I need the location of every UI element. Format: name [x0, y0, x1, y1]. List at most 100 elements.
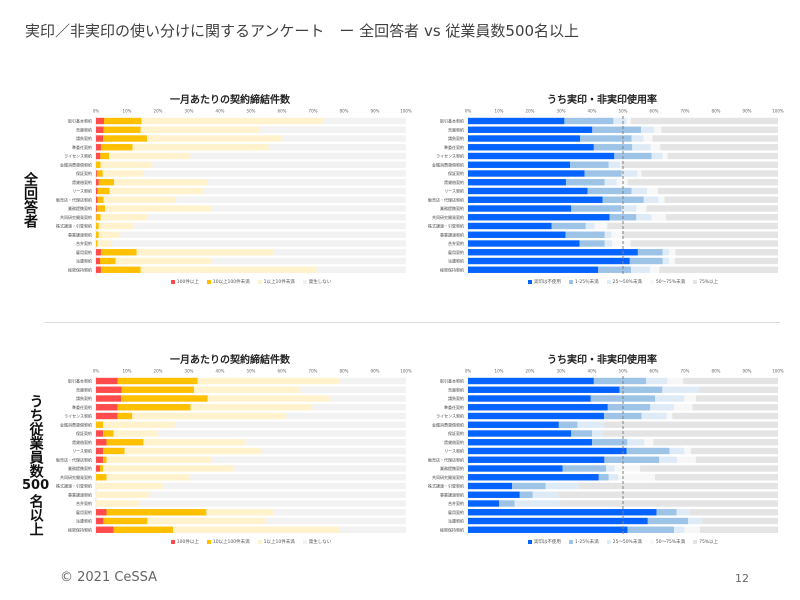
category-label: 共同研究開発契約 [432, 214, 464, 220]
bar-segment [100, 144, 133, 151]
bar-segment [662, 249, 670, 256]
bar-segment [689, 509, 778, 516]
category-label: 事業譲渡契約 [440, 491, 464, 497]
copyright: © 2021 CeSSA [60, 570, 158, 585]
bar-segment [115, 257, 212, 265]
bar-segment [621, 161, 778, 168]
x-tick-label: 0% [465, 369, 472, 374]
bar-segment [124, 447, 262, 455]
x-tick-label: 0% [93, 369, 100, 374]
x-tick-label: 70% [309, 369, 318, 374]
x-tick-label: 100% [400, 109, 412, 114]
bar-segment [96, 152, 101, 160]
bar-segment [96, 447, 104, 455]
bar-segment [593, 377, 647, 385]
category-label: 請負契約 [76, 135, 92, 141]
bar-segment [98, 231, 120, 238]
bar-segment [97, 240, 113, 247]
x-tick-label: 80% [340, 109, 349, 114]
bar-segment [97, 196, 104, 203]
bar-segment [139, 500, 406, 507]
bar-segment [675, 249, 778, 256]
bar-segment [695, 395, 778, 402]
bar-segment [98, 222, 134, 230]
category-label: 売買契約 [76, 126, 92, 132]
bar-segment [141, 117, 323, 125]
bar-segment [468, 509, 657, 516]
category-label: 販売店・代理店契約 [56, 456, 92, 462]
bar-segment [627, 179, 778, 186]
bar-segment [674, 526, 685, 533]
bar-segment [468, 439, 592, 446]
category-label: リース契約 [72, 188, 92, 194]
bar-segment [100, 266, 141, 273]
legend-label: 発生しない [308, 540, 332, 545]
bar-segment [611, 231, 623, 238]
side-label-all-respondents: 全回答者 [22, 172, 38, 228]
bar-segment [468, 482, 513, 490]
legend-label: 10以上100件未満 [212, 540, 250, 545]
bar-segment [330, 395, 406, 402]
bar-segment [96, 126, 104, 133]
category-label: 準委任契約 [444, 404, 464, 410]
x-tick-label: 70% [681, 369, 690, 374]
category-label: 金銭消費貸借契約 [60, 421, 92, 427]
bar-segment [106, 509, 207, 516]
bar-segment [626, 447, 670, 455]
bar-segment [613, 117, 627, 125]
bar-segment [652, 135, 778, 142]
bar-segment [468, 491, 520, 498]
bar-segment [630, 117, 778, 125]
category-label: 雇用契約 [76, 509, 92, 515]
legend-item: 100件以上 [170, 539, 199, 545]
bar-segment [587, 187, 632, 195]
bar-segment [621, 205, 637, 212]
legend-swatch [606, 540, 611, 544]
chart-title: 一月あたりの契約締結件数 [170, 355, 290, 366]
bar-segment [103, 465, 235, 472]
x-tick-label: 80% [712, 369, 721, 374]
bar-segment [211, 205, 406, 212]
chart-all-count: 一月あたりの契約締結件数 0% 10% 20% 30% 40% 50% 60% 70% 80% 9… [40, 95, 420, 305]
category-label: 秘密保持契約 [68, 266, 92, 272]
category-label: 販売店・代理店契約 [428, 456, 464, 462]
x-tick-label: 40% [216, 109, 225, 114]
legend-swatch [257, 540, 262, 544]
bar-segment [650, 404, 675, 411]
bar-segment [98, 179, 114, 186]
x-tick-label: 80% [340, 369, 349, 374]
bar-segment [103, 430, 114, 437]
x-tick-label: 30% [185, 109, 194, 114]
bar-segment [684, 526, 700, 533]
bar-segment [96, 517, 104, 525]
bar-segment [468, 144, 594, 151]
bar-segment [468, 222, 552, 230]
bar-segment [598, 474, 609, 481]
legend-label: 50〜75%未満 [655, 280, 686, 285]
slide-title: 実印／非実印の使い分けに関するアンケート ー 全回答者 vs 従業員数500名以… [25, 22, 580, 40]
bar-segment [143, 170, 406, 177]
bar-segment [207, 179, 406, 186]
chart-legend: 実印は不使用 1-25％未満 25〜50%未満 50〜75%未満 75%以上 [412, 539, 778, 545]
bar-segment [604, 240, 613, 247]
bar-segment [551, 222, 586, 230]
category-label: 派遣契約 [76, 258, 92, 264]
legend-label: 1-25％未満 [574, 280, 599, 285]
bar-segment [193, 386, 300, 393]
bar-segment [96, 404, 118, 411]
category-label: 合弁契約 [76, 240, 92, 246]
bar-segment [109, 152, 191, 160]
x-tick-label: 40% [216, 369, 225, 374]
bar-segment [96, 196, 98, 203]
bar-segment [637, 249, 663, 256]
bar-segment [103, 456, 107, 463]
chart-plot: 0% 10% 20% 30% 40% 50% 60% 70% 80% 90% 100% 取引基本契約売… [56, 369, 412, 536]
category-label: 請負契約 [76, 395, 92, 401]
bar-segment [690, 447, 778, 455]
bar-segment [96, 170, 103, 177]
chart-legend: 100件以上 10以上100件未満 1以上10件未満 発生しない [40, 539, 406, 545]
bar-segment [132, 412, 286, 420]
legend-label: 1-25％未満 [574, 540, 599, 545]
bar-segment [577, 421, 605, 428]
bar-segment [643, 196, 659, 203]
